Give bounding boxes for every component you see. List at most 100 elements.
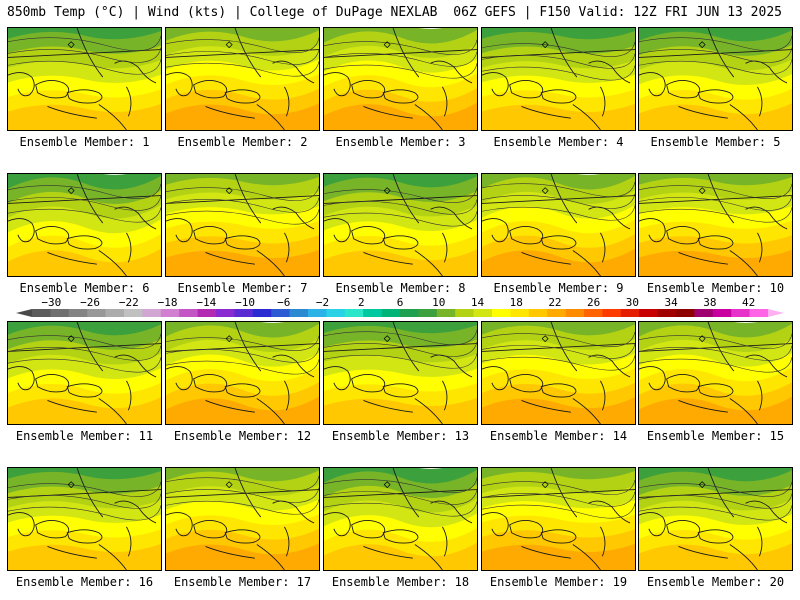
temperature-band xyxy=(324,397,477,424)
colorbar-swatch xyxy=(694,309,714,317)
coastline xyxy=(193,225,228,245)
coastline xyxy=(224,383,261,398)
station-marker xyxy=(225,41,233,49)
wind-contour xyxy=(639,207,792,223)
coastline xyxy=(729,544,758,570)
colorbar-tick-label: −10 xyxy=(235,298,255,309)
map-panel xyxy=(7,321,162,425)
coastline xyxy=(757,232,763,263)
coastline xyxy=(256,104,285,130)
wind-contour xyxy=(166,335,319,351)
coastline xyxy=(600,232,606,263)
map-panel xyxy=(165,467,320,571)
wind-contour xyxy=(166,197,319,213)
coastline xyxy=(521,400,571,413)
coastline xyxy=(47,400,97,413)
colorbar-swatch xyxy=(363,309,382,317)
colorbar-swatch xyxy=(731,309,750,317)
panel-label: Ensemble Member: 4 xyxy=(493,135,624,149)
wind-contour xyxy=(166,487,319,503)
map-panel xyxy=(638,27,793,131)
panel-label: Ensemble Member: 3 xyxy=(335,135,466,149)
wind-contour xyxy=(166,185,319,201)
colorbar-swatch xyxy=(50,309,70,317)
coastline xyxy=(639,366,666,391)
coastline xyxy=(430,354,473,378)
wind-contour xyxy=(482,181,635,197)
coastline xyxy=(707,322,735,372)
panel-label: Ensemble Member: 12 xyxy=(173,429,312,443)
station-marker xyxy=(541,481,549,489)
wind-contour xyxy=(482,65,635,81)
colorbar-swatch xyxy=(584,309,603,317)
coastline xyxy=(757,86,763,117)
coastline xyxy=(482,366,509,391)
wind-contour xyxy=(324,341,477,357)
coastline xyxy=(363,252,413,265)
colorbar-arrow-right xyxy=(768,309,784,317)
coastline xyxy=(205,400,255,413)
colorbar-tick-label: −30 xyxy=(41,298,61,309)
wind-contour xyxy=(324,187,477,203)
coastline xyxy=(382,529,419,544)
colorbar-tick-label: −18 xyxy=(158,298,178,309)
temperature-field xyxy=(324,174,477,276)
wind-contour xyxy=(324,477,477,493)
temperature-field xyxy=(166,322,319,424)
coastline xyxy=(540,383,577,398)
coastline xyxy=(550,174,578,224)
coastline xyxy=(572,398,601,424)
wind-contour xyxy=(482,331,635,347)
station-marker xyxy=(698,41,706,49)
wind-contour xyxy=(324,489,477,505)
wind-contour xyxy=(324,353,477,369)
wind-contour xyxy=(639,333,792,349)
colorbar-swatch xyxy=(234,309,254,317)
wind-contour xyxy=(639,59,792,75)
colorbar-tick-label: −2 xyxy=(316,298,329,309)
temperature-field xyxy=(324,322,477,424)
map-panel xyxy=(323,27,478,131)
coastline xyxy=(707,28,735,78)
coastline xyxy=(363,400,413,413)
coastline xyxy=(193,79,228,99)
coastline xyxy=(639,218,666,243)
coastline xyxy=(572,544,601,570)
coastline xyxy=(166,49,319,58)
coastline xyxy=(588,354,631,378)
colorbar-swatch xyxy=(326,309,346,317)
coastline xyxy=(98,250,127,276)
wind-contour xyxy=(8,207,161,223)
station-marker xyxy=(383,41,391,49)
coastline xyxy=(66,529,103,544)
colorbar-swatch xyxy=(712,309,732,317)
coastline xyxy=(600,526,606,557)
wind-contour xyxy=(166,499,319,515)
coastline xyxy=(414,544,443,570)
colorbar-swatch xyxy=(657,309,677,317)
wind-contour xyxy=(482,503,635,519)
colorbar-swatch xyxy=(565,309,585,317)
coastline xyxy=(482,489,635,498)
coastline xyxy=(256,250,285,276)
wind-contour xyxy=(8,357,161,373)
coastline xyxy=(639,512,666,537)
coastline xyxy=(351,225,386,245)
temperature-field xyxy=(639,468,792,570)
temperature-field xyxy=(482,468,635,570)
coastline xyxy=(47,252,97,265)
colorbar-swatch xyxy=(492,309,511,317)
wind-contour xyxy=(324,51,477,67)
wind-contour xyxy=(639,195,792,211)
colorbar-swatch xyxy=(510,309,530,317)
coastline xyxy=(521,546,571,559)
wind-contour xyxy=(8,35,161,51)
coastline xyxy=(47,106,97,119)
coastline xyxy=(324,512,351,537)
wind-contour xyxy=(482,343,635,359)
map-panel xyxy=(481,321,636,425)
coastline xyxy=(678,252,728,265)
wind-contour xyxy=(166,359,319,375)
coastline xyxy=(482,218,509,243)
coastline xyxy=(550,468,578,518)
